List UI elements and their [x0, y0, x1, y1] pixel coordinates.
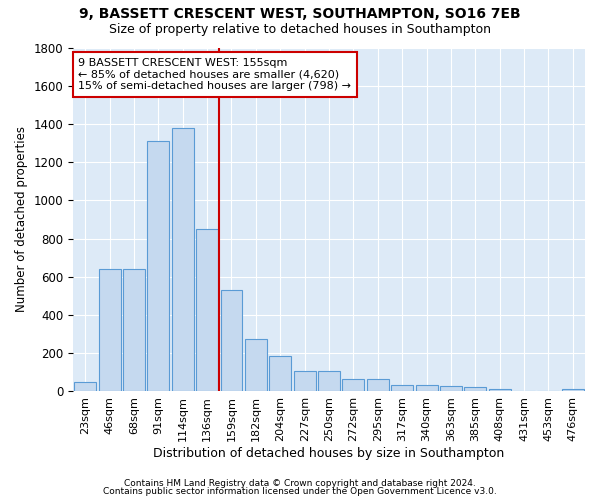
Bar	[416, 385, 437, 392]
Text: 9, BASSETT CRESCENT WEST, SOUTHAMPTON, SO16 7EB: 9, BASSETT CRESCENT WEST, SOUTHAMPTON, S…	[79, 8, 521, 22]
Bar	[221, 290, 242, 392]
Bar	[343, 379, 364, 392]
Bar	[245, 339, 267, 392]
Bar	[293, 372, 316, 392]
Bar	[440, 386, 462, 392]
Bar	[562, 388, 584, 392]
Bar	[391, 385, 413, 392]
Text: 9 BASSETT CRESCENT WEST: 155sqm
← 85% of detached houses are smaller (4,620)
15%: 9 BASSETT CRESCENT WEST: 155sqm ← 85% of…	[78, 58, 351, 91]
Bar	[148, 141, 169, 392]
Bar	[318, 372, 340, 392]
Y-axis label: Number of detached properties: Number of detached properties	[15, 126, 28, 312]
Text: Contains public sector information licensed under the Open Government Licence v3: Contains public sector information licen…	[103, 487, 497, 496]
Bar	[172, 128, 194, 392]
Bar	[74, 382, 96, 392]
Bar	[196, 229, 218, 392]
Bar	[367, 379, 389, 392]
Bar	[98, 269, 121, 392]
Bar	[123, 269, 145, 392]
Bar	[464, 386, 486, 392]
X-axis label: Distribution of detached houses by size in Southampton: Distribution of detached houses by size …	[154, 447, 505, 460]
Bar	[489, 388, 511, 392]
Text: Contains HM Land Registry data © Crown copyright and database right 2024.: Contains HM Land Registry data © Crown c…	[124, 478, 476, 488]
Text: Size of property relative to detached houses in Southampton: Size of property relative to detached ho…	[109, 22, 491, 36]
Bar	[269, 356, 291, 392]
